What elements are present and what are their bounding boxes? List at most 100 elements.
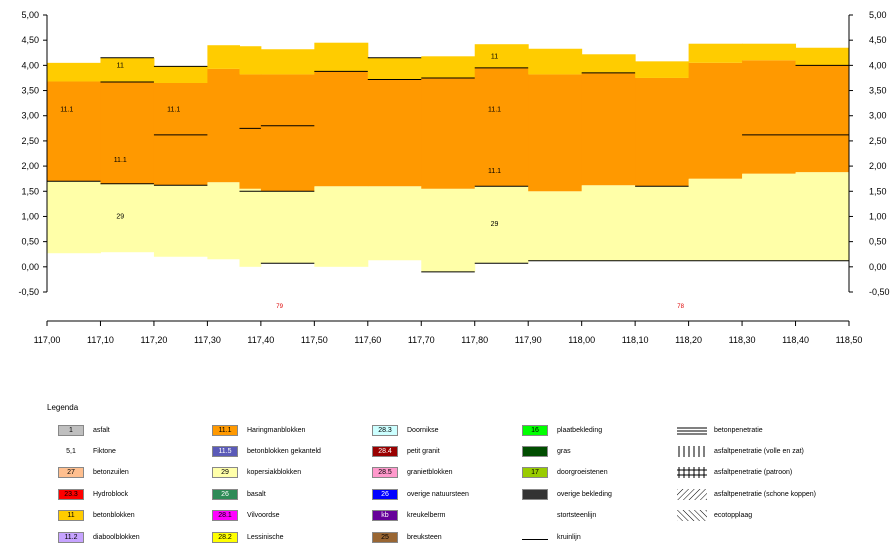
- legend-label: doorgroeistenen: [557, 468, 608, 476]
- yellow-band-5: [260, 49, 315, 75]
- material-label-4: 29: [116, 213, 124, 220]
- legend-pattern-item: asfaltpenetratie (schone koppen): [677, 488, 816, 500]
- legend-item: gras: [522, 445, 571, 457]
- y-tick-label-right-1: 4,50: [869, 35, 887, 45]
- material-label-7: 11.1: [488, 168, 501, 175]
- material-label-5: 11: [491, 53, 498, 60]
- light-band-9: [474, 186, 529, 264]
- y-tick-label-right-4: 3,00: [869, 111, 887, 121]
- legend-label: Haringmanblokken: [247, 426, 306, 434]
- legend-pattern-label: asfaltpenetratie (patroon): [714, 468, 793, 476]
- legend-label: betonblokken gekanteld: [247, 447, 321, 455]
- yellow-band-4: [239, 46, 262, 75]
- legend-item: 11.1 Haringmanblokken: [212, 424, 305, 436]
- legend-label: Hydroblock: [93, 490, 129, 498]
- legend-swatch: 11.5: [212, 445, 238, 457]
- orange-band-1: [100, 81, 155, 184]
- grid-hatch-icon: [677, 466, 707, 478]
- yellow-band-11: [581, 54, 636, 73]
- orange-band-9: [474, 67, 529, 187]
- y-tick-label-right-11: -0,50: [869, 287, 890, 297]
- legend-label: diaboolblokken: [93, 533, 140, 541]
- legend-label: kopersiakblokken: [247, 468, 302, 476]
- legend-item: stortsteenlijn: [522, 509, 596, 521]
- yellow-band-12: [635, 61, 690, 78]
- legend-swatch: 23.3: [58, 488, 84, 500]
- legend-label: Doornikse: [407, 426, 439, 434]
- yellow-band-14: [742, 43, 797, 61]
- orange-band-6: [314, 71, 369, 187]
- legend-label: betonblokken: [93, 511, 135, 519]
- x-tick-label-0: 117,00: [34, 335, 61, 345]
- chart-area: 11.1 11.1 11 11.1 29 11 11.1 11.1 29 79 78 5,00 5,0…: [18, 10, 890, 345]
- light-band-7: [367, 186, 422, 261]
- material-label-3: 11.1: [114, 157, 127, 164]
- legend-label: Fiktone: [93, 447, 116, 455]
- legend-swatch: 5,1: [66, 447, 76, 455]
- y-tick-label-right-7: 1,50: [869, 186, 887, 196]
- legend-item: 26 overige natuursteen: [372, 488, 469, 500]
- legend-item: 28.1 Vilvoordse: [212, 509, 280, 521]
- orange-band-7: [367, 79, 422, 187]
- legend-label: stortsteenlijn: [557, 511, 597, 519]
- yellow-band-9: [474, 44, 529, 68]
- x-tick-label-12: 118,20: [675, 335, 702, 345]
- legend-label: overige natuursteen: [407, 490, 469, 498]
- legend-swatch: 25: [372, 531, 398, 543]
- y-tick-label-left-3: 3,50: [21, 86, 39, 96]
- x-tick-label-5: 117,50: [301, 335, 328, 345]
- legend-swatch: 28.3: [372, 424, 398, 436]
- legend-label: breuksteen: [407, 533, 442, 541]
- y-tick-label-left-2: 4,00: [21, 60, 39, 70]
- x-tick-label-1: 117,10: [87, 335, 114, 345]
- legend-pattern-item: ecotopplaag: [677, 509, 752, 521]
- legend-label: kreukelberm: [407, 511, 446, 519]
- legend-pattern-item: asfaltpenetratie (patroon): [677, 466, 792, 478]
- legend-label: basalt: [247, 490, 266, 498]
- legend-label: plaatbekleding: [557, 426, 603, 434]
- y-tick-label-left-7: 1,50: [21, 186, 39, 196]
- legend-swatch: 27: [58, 466, 84, 478]
- x-tick-label-3: 117,30: [194, 335, 221, 345]
- legend-swatch: 28.5: [372, 466, 398, 478]
- y-tick-label-left-9: 0,50: [21, 237, 39, 247]
- legend-swatch: 17: [522, 466, 548, 478]
- material-label-1: 11.1: [167, 107, 180, 114]
- legend-swatch: 29: [212, 466, 238, 478]
- orange-band-3: [207, 68, 240, 183]
- y-tick-label-left-5: 2,50: [21, 136, 39, 146]
- legend-title: Legenda: [47, 403, 79, 412]
- yellow-band-1: [100, 57, 155, 82]
- y-tick-label-right-10: 0,00: [869, 262, 887, 272]
- x-tick-label-2: 117,20: [141, 335, 168, 345]
- legend-item: 28.5 granietblokken: [372, 466, 453, 478]
- legend-item: 25 breuksteen: [372, 531, 442, 543]
- orange-band-14: [742, 60, 797, 174]
- x-tick-label-4: 117,40: [247, 335, 274, 345]
- legend-item: 1 asfalt: [58, 424, 110, 436]
- y-tick-label-right-0: 5,00: [869, 10, 887, 20]
- red-label-0: 79: [276, 304, 283, 310]
- legend-item: 23.3 Hydroblock: [58, 488, 128, 500]
- legend-swatch: [522, 445, 548, 457]
- legend-item: 11.5 betonblokken gekanteld: [212, 445, 321, 457]
- x-tick-label-15: 118,50: [836, 335, 863, 345]
- legend-label: petit granit: [407, 447, 440, 455]
- orange-band-11: [581, 72, 636, 186]
- light-band-0: [47, 181, 101, 254]
- legend-label: Vilvoordse: [247, 511, 280, 519]
- legend-swatch: 28.2: [212, 531, 238, 543]
- yellow-band-0: [47, 62, 101, 82]
- legend-swatch: 11.1: [212, 424, 238, 436]
- orange-band-0: [47, 81, 101, 182]
- legend-pattern-label: asfaltpenetratie (schone koppen): [714, 490, 816, 498]
- orange-band-8: [421, 77, 476, 189]
- orange-band-5: [260, 74, 315, 192]
- y-tick-label-right-2: 4,00: [869, 60, 887, 70]
- vertical-bars-icon: [678, 445, 705, 457]
- yellow-band-15: [795, 47, 850, 66]
- x-tick-label-13: 118,30: [729, 335, 756, 345]
- x-tick-label-10: 118,00: [568, 335, 595, 345]
- legend-swatch: 1: [58, 424, 84, 436]
